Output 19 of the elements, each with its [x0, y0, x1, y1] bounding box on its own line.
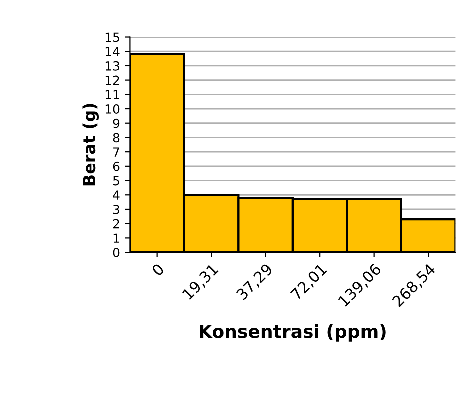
y-tick-label: 14 — [106, 47, 120, 56]
y-tick-label: 12 — [106, 76, 120, 86]
x-tick-label: 0 — [151, 263, 165, 277]
y-tick-label: 15 — [106, 32, 120, 42]
x-axis-title: Konsentrasi (ppm) — [200, 324, 386, 342]
y-tick-label: 6 — [113, 162, 120, 172]
y-tick-label: 11 — [106, 90, 120, 100]
y-tick-label: 13 — [106, 61, 120, 71]
y-tick-label: 10 — [106, 104, 120, 114]
y-tick-label: 9 — [113, 118, 120, 128]
y-tick-label: 4 — [113, 190, 120, 200]
y-tick-label: 0 — [113, 248, 120, 258]
y-tick-label: 2 — [113, 219, 120, 229]
y-tick-label: 5 — [113, 176, 120, 186]
y-tick-label: 3 — [113, 204, 120, 214]
y-tick-label: 8 — [113, 133, 120, 143]
y-tick-label: 7 — [114, 148, 120, 157]
y-axis-title: Berat (g) — [82, 104, 100, 186]
y-tick-label: 1 — [114, 234, 120, 243]
